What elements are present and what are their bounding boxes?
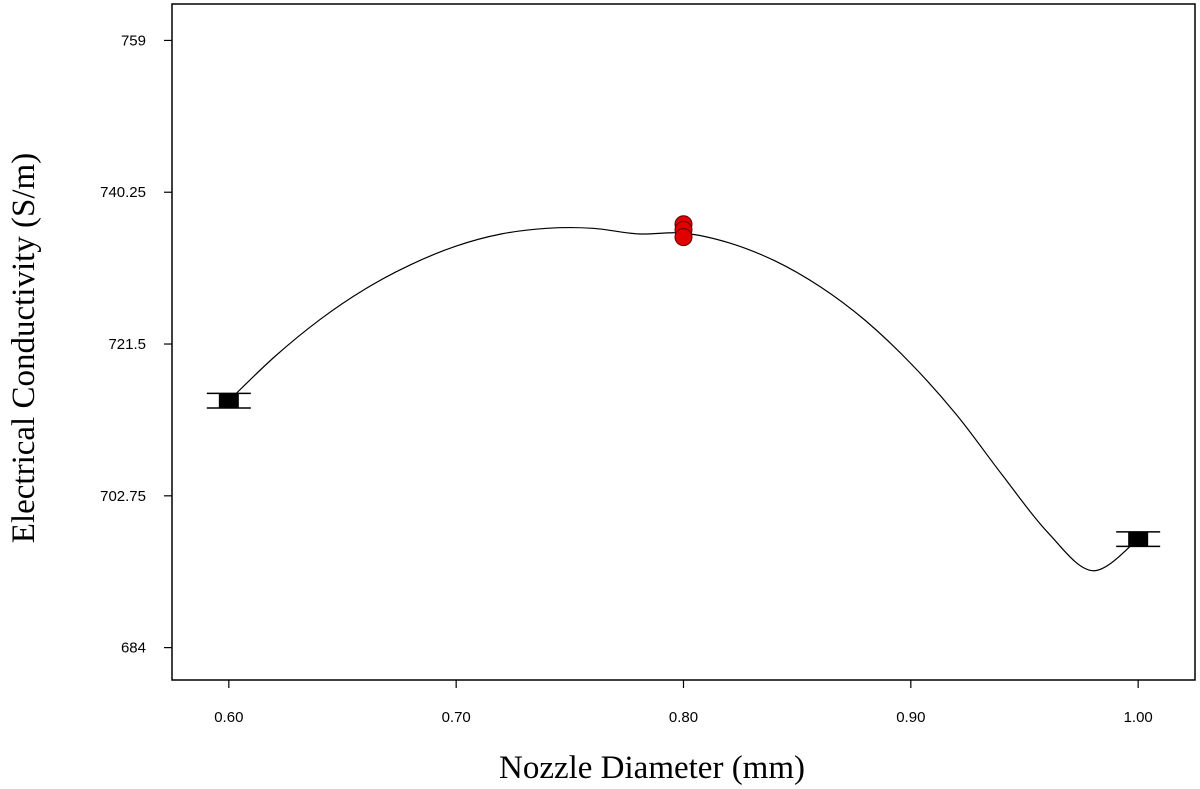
x-tick-label: 0.80 xyxy=(669,709,698,726)
y-axis-ticks: 684 702.75 721.5 740.25 759 xyxy=(100,32,172,657)
interval-markers xyxy=(206,392,1161,548)
interval-marker xyxy=(1116,531,1161,548)
x-tick-label: 0.90 xyxy=(896,709,925,726)
x-axis-ticks: 0.60 0.70 0.80 0.90 1.00 xyxy=(214,680,1153,726)
fit-curve-line xyxy=(228,226,1139,572)
y-tick-label: 702.75 xyxy=(100,488,146,505)
design-points xyxy=(674,215,693,247)
x-tick-label: 0.70 xyxy=(442,709,471,726)
y-tick-label: 740.25 xyxy=(100,184,146,201)
x-tick-label: 1.00 xyxy=(1124,709,1153,726)
x-tick-label: 0.60 xyxy=(214,709,243,726)
y-tick-label: 759 xyxy=(121,32,146,49)
interval-marker xyxy=(206,392,251,409)
plot-frame xyxy=(171,3,1196,681)
interval-marker-square xyxy=(1128,532,1149,547)
interval-marker-square xyxy=(218,393,239,408)
y-tick-label: 721.5 xyxy=(108,336,146,353)
x-axis-title: Nozzle Diameter (mm) xyxy=(499,750,805,786)
y-axis-title: Electrical Conductivity (S/m) xyxy=(6,153,42,543)
design-point xyxy=(674,228,693,247)
y-tick-label: 684 xyxy=(121,640,146,657)
